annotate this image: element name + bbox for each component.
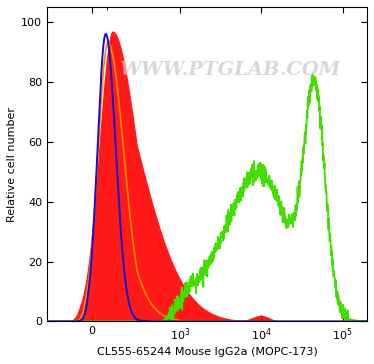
Y-axis label: Relative cell number: Relative cell number (7, 107, 17, 222)
Text: WWW.PTGLAB.COM: WWW.PTGLAB.COM (119, 61, 340, 79)
X-axis label: CL555-65244 Mouse IgG2a (MOPC-173): CL555-65244 Mouse IgG2a (MOPC-173) (96, 347, 318, 357)
